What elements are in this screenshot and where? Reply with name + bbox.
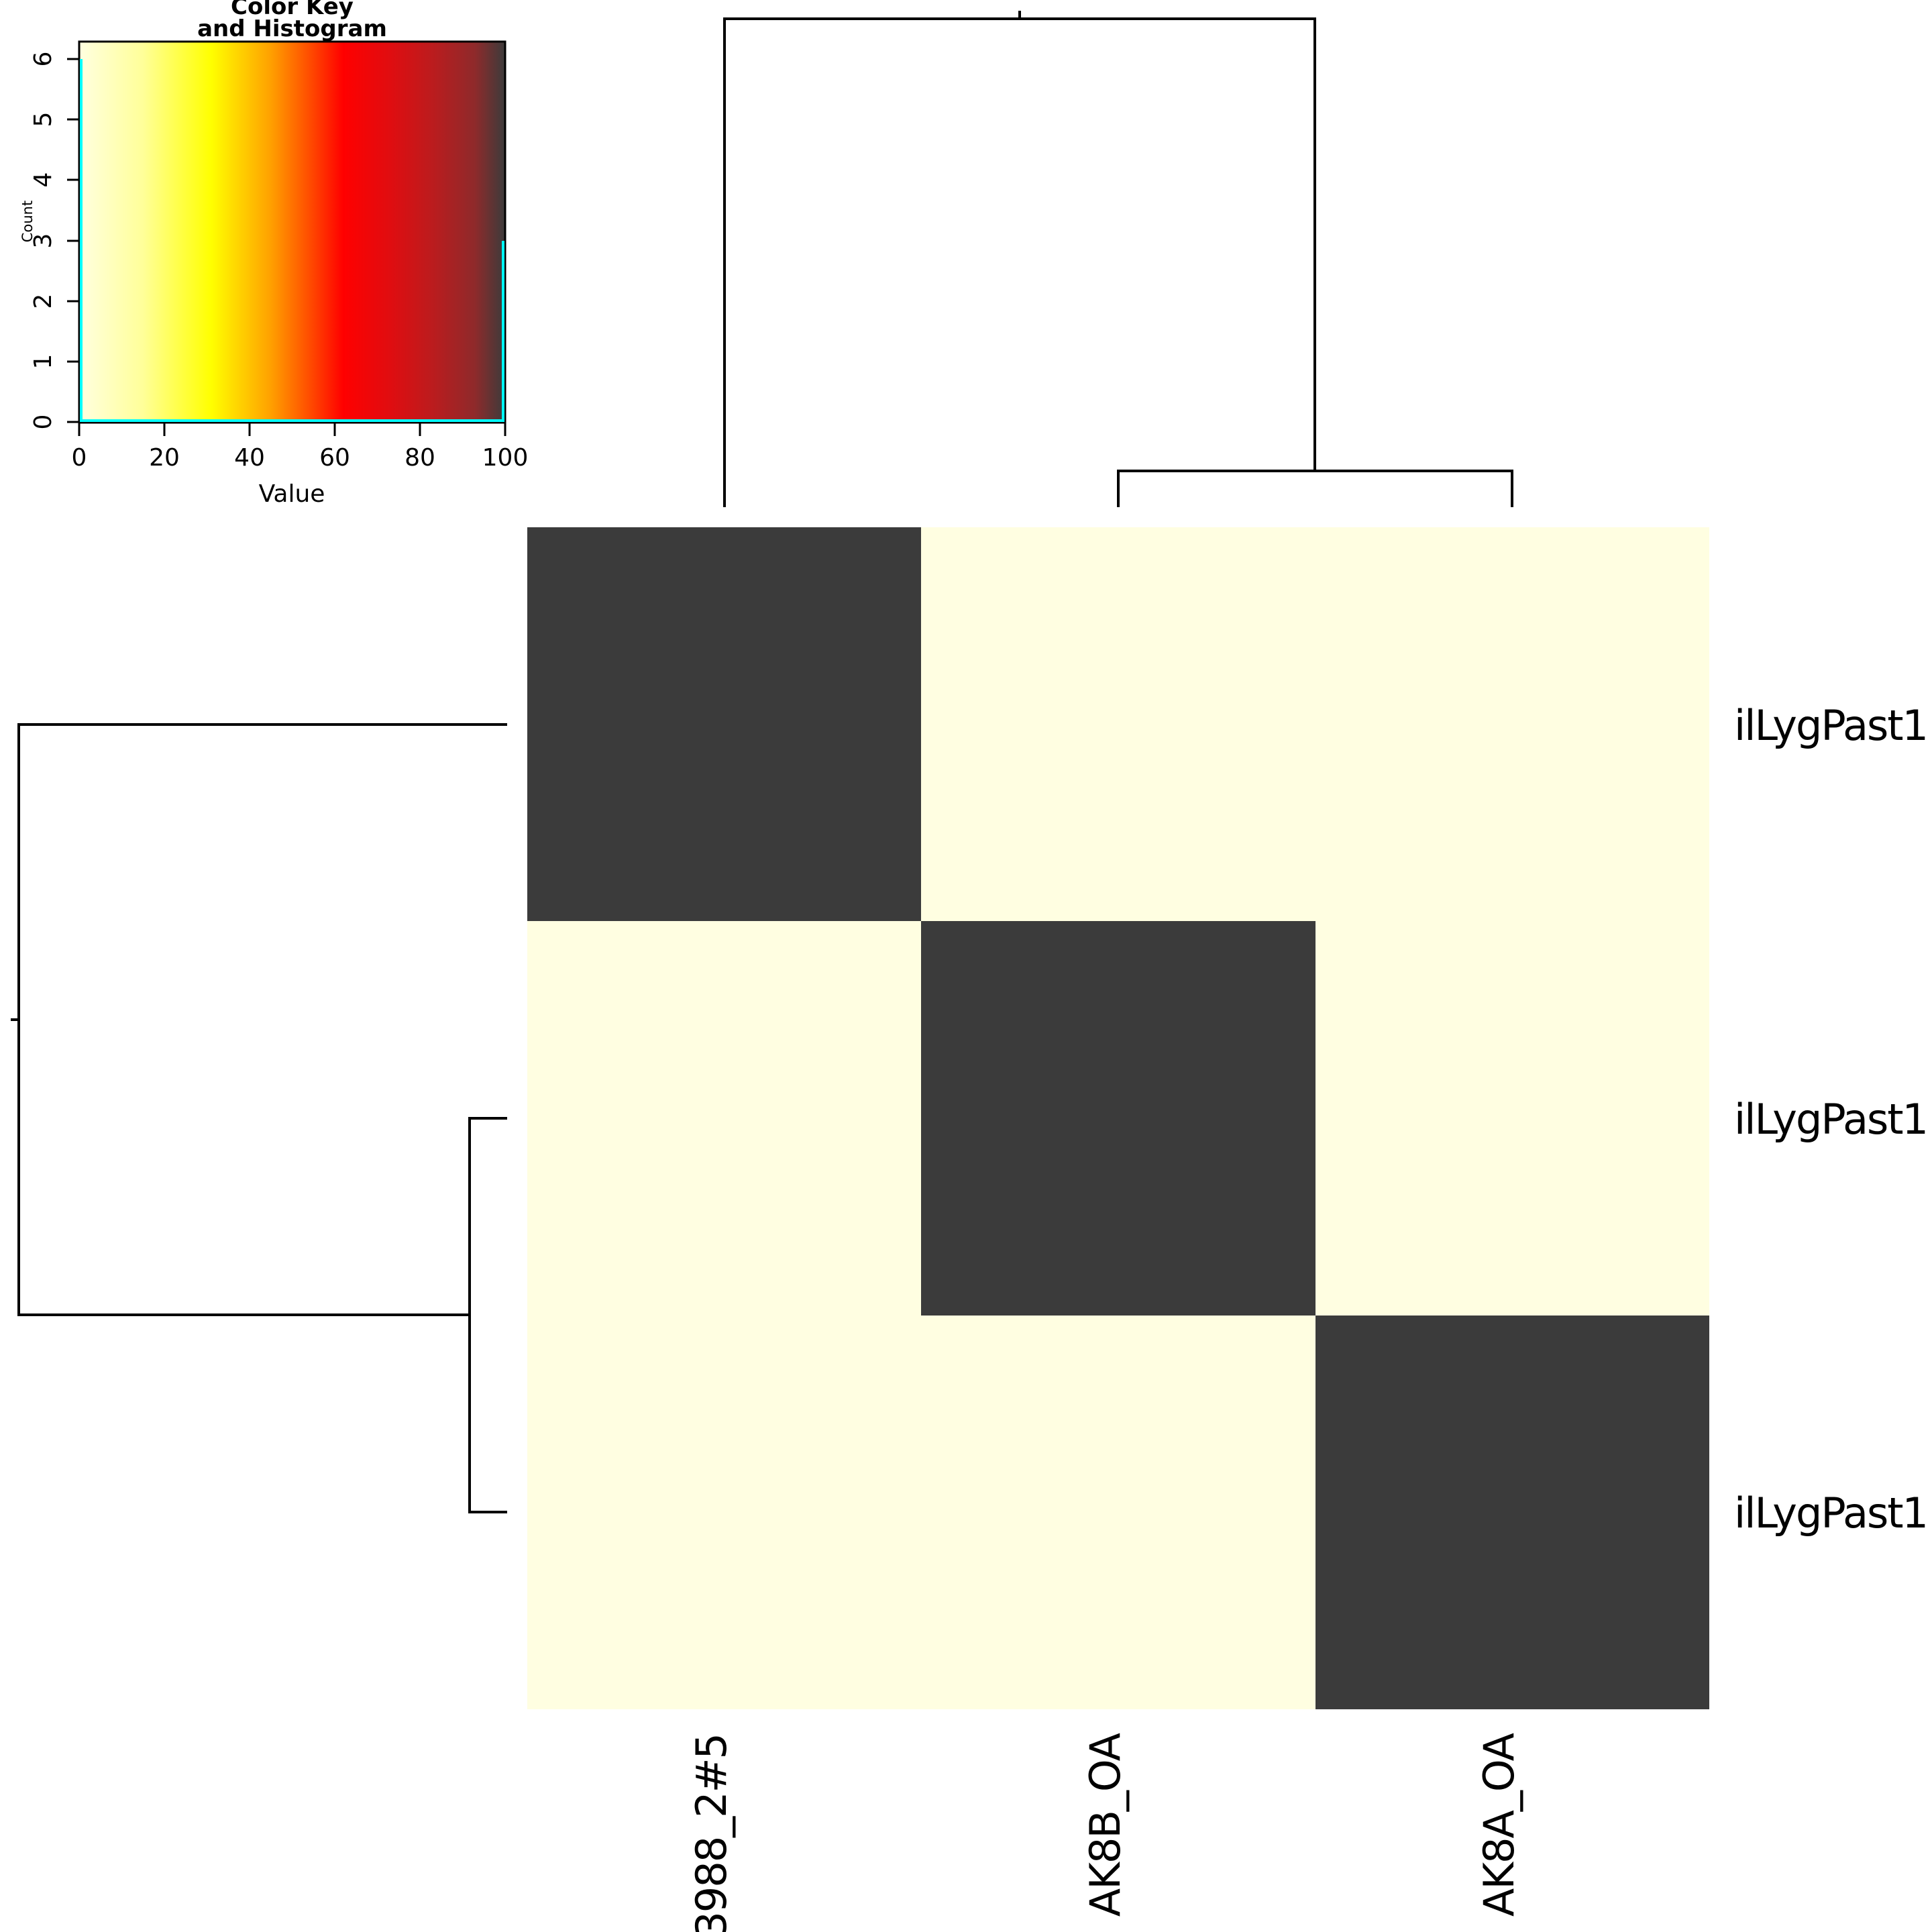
column-label: AK8A_OA bbox=[1474, 1733, 1523, 1917]
heatmap-cell bbox=[527, 527, 922, 922]
row-dendrogram-subcluster bbox=[468, 1117, 507, 1513]
heatmap-cell bbox=[527, 1315, 922, 1709]
count-tick-label: 1 bbox=[30, 354, 57, 370]
count-axis-title: Count bbox=[19, 201, 36, 242]
count-tick-label: 0 bbox=[30, 415, 57, 430]
heatmap-cell bbox=[1315, 527, 1709, 922]
count-tick-label: 6 bbox=[30, 52, 57, 67]
count-tick-label: 4 bbox=[30, 172, 57, 188]
heatmap-grid bbox=[527, 527, 1709, 1709]
column-dendrogram-subcluster bbox=[1117, 470, 1513, 507]
heatmap-cell bbox=[1315, 921, 1709, 1316]
row-dendrogram-root bbox=[17, 723, 507, 1316]
column-labels: 3988_2#5 AK8B_OA AK8A_OA bbox=[687, 1733, 1523, 1932]
color-key-gradient bbox=[79, 42, 505, 423]
count-tick-label: 5 bbox=[30, 112, 57, 127]
column-dendrogram-root bbox=[723, 17, 1316, 507]
color-key-title-line1: Color Key bbox=[231, 0, 354, 20]
column-dendrogram bbox=[723, 11, 1513, 507]
value-axis-title: Value bbox=[259, 480, 325, 508]
row-labels: ilLygPast1 ilLygPast1 ilLygPast1 bbox=[1734, 701, 1929, 1538]
value-tick-label: 100 bbox=[482, 444, 529, 472]
count-tick-label: 2 bbox=[30, 294, 57, 309]
count-axis-labels: 0 1 2 3 4 5 6 Count bbox=[19, 52, 57, 430]
heatmap-cell bbox=[1315, 1315, 1709, 1709]
column-label: 3988_2#5 bbox=[687, 1734, 736, 1932]
heatmap-cell bbox=[921, 1315, 1316, 1709]
color-key-title: Color Key and Histogram bbox=[79, 0, 505, 40]
color-key-border bbox=[78, 40, 506, 424]
value-tick-label: 20 bbox=[149, 444, 180, 472]
value-tick-label: 60 bbox=[319, 444, 350, 472]
row-dendrogram bbox=[11, 723, 507, 1513]
value-tick-label: 0 bbox=[72, 444, 87, 472]
row-label: ilLygPast1 bbox=[1734, 1095, 1927, 1144]
heatmap-cell bbox=[921, 527, 1316, 922]
count-tick-label: 3 bbox=[30, 233, 57, 249]
count-axis bbox=[67, 58, 79, 423]
column-label: AK8B_OA bbox=[1081, 1733, 1130, 1917]
value-tick-label: 40 bbox=[234, 444, 265, 472]
value-axis bbox=[78, 423, 506, 436]
value-axis-labels: 0 20 40 60 80 100 Value bbox=[72, 444, 529, 508]
histogram-trace bbox=[80, 59, 504, 422]
row-label: ilLygPast1 bbox=[1734, 1489, 1927, 1538]
heatmap-cell bbox=[527, 921, 922, 1316]
value-tick-label: 80 bbox=[405, 444, 435, 472]
heatmap-cell bbox=[921, 921, 1316, 1316]
row-label: ilLygPast1 bbox=[1734, 701, 1927, 750]
color-key-title-line2: and Histogram bbox=[197, 15, 387, 42]
